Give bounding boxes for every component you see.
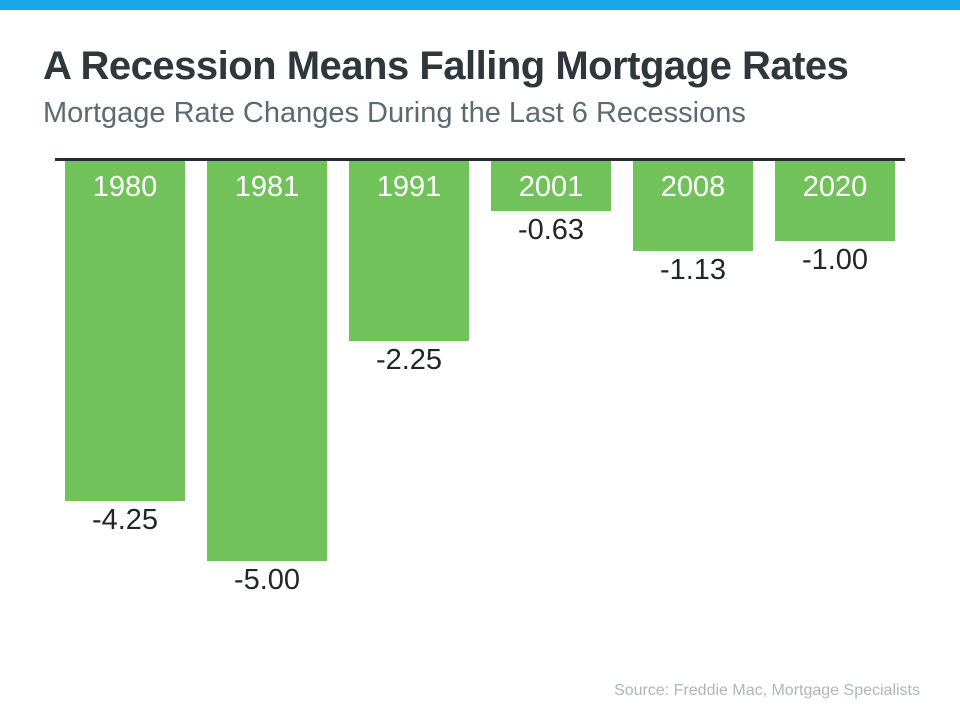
chart-zero-baseline [55, 158, 905, 161]
bar-group-2008: 2008 -1.13 [633, 161, 753, 596]
bar-group-2020: 2020 -1.00 [775, 161, 895, 596]
bar-2008: 2008 [633, 161, 753, 251]
bar-value-label: -1.13 [659, 254, 727, 286]
bar-1981: 1981 [207, 161, 327, 561]
bar-year-label: 2008 [660, 171, 726, 203]
bar-value-label: -2.25 [375, 344, 443, 376]
bar-group-1981: 1981 -5.00 [207, 161, 327, 596]
bar-value-label: -5.00 [233, 564, 301, 596]
bar-year-label: 1991 [376, 171, 442, 203]
bar-2020: 2020 [775, 161, 895, 241]
bar-value-label: -4.25 [91, 504, 159, 536]
bar-year-label: 1980 [92, 171, 158, 203]
chart-bars-row: 1980 -4.25 1981 -5.00 1991 -2.25 2001 -0.63 2008… [65, 161, 895, 596]
bar-year-label: 1981 [234, 171, 300, 203]
bar-1980: 1980 [65, 161, 185, 501]
page-title: A Recession Means Falling Mortgage Rates [43, 44, 849, 88]
bar-value-label: -1.00 [801, 244, 869, 276]
bar-value-label: -0.63 [517, 214, 585, 246]
bar-group-2001: 2001 -0.63 [491, 161, 611, 596]
bar-year-label: 2001 [518, 171, 584, 203]
bar-chart: 1980 -4.25 1981 -5.00 1991 -2.25 2001 -0.63 2008… [55, 158, 905, 596]
page-subtitle: Mortgage Rate Changes During the Last 6 … [43, 97, 746, 129]
bar-2001: 2001 [491, 161, 611, 211]
top-accent-bar [0, 0, 960, 10]
bar-group-1991: 1991 -2.25 [349, 161, 469, 596]
bar-1991: 1991 [349, 161, 469, 341]
bar-year-label: 2020 [802, 171, 868, 203]
bar-group-1980: 1980 -4.25 [65, 161, 185, 596]
source-attribution: Source: Freddie Mac, Mortgage Specialist… [614, 682, 920, 699]
